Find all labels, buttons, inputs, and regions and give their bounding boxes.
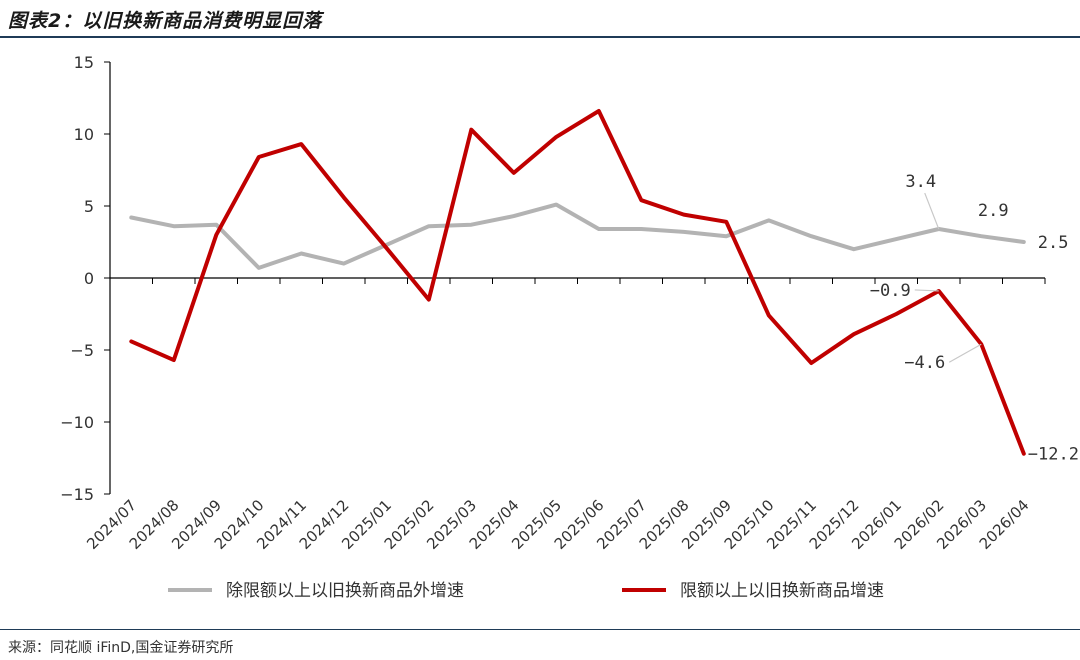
- chart-title: 图表2：以旧换新商品消费明显回落: [8, 10, 323, 32]
- y-tick-label: −5: [70, 341, 94, 360]
- data-label: −4.6: [904, 353, 945, 373]
- y-tick-label: 5: [84, 197, 94, 216]
- series-line-other-goods: [129, 202, 1026, 270]
- legend-label-other-goods: 除限额以上以旧换新商品外增速: [226, 581, 464, 601]
- legend-label-trade-in-goods: 限额以上以旧换新商品增速: [680, 581, 884, 601]
- data-label: −0.9: [870, 281, 911, 301]
- annotation-leader: [924, 192, 940, 230]
- y-tick-label: 15: [74, 53, 94, 72]
- footer-rule: [0, 629, 1080, 630]
- data-label: 2.9: [978, 201, 1009, 221]
- data-label: 3.4: [905, 172, 936, 192]
- series-line-trade-in-goods: [129, 109, 1026, 456]
- header-rule: [0, 36, 1080, 38]
- data-label: 2.5: [1038, 233, 1069, 253]
- data-label: −12.2: [1028, 445, 1079, 465]
- line-chart: 151050−5−10−152024/072024/082024/092024/…: [60, 53, 1079, 601]
- header: 图表2：以旧换新商品消费明显回落: [0, 0, 1080, 40]
- source-note: 来源：同花顺 iFinD,国金证券研究所: [8, 640, 234, 656]
- annotation-leader: [948, 343, 982, 363]
- annotation-leader: [914, 289, 939, 292]
- y-tick-label: −15: [60, 485, 94, 504]
- y-tick-label: 10: [74, 125, 94, 144]
- y-tick-label: 0: [84, 269, 94, 288]
- y-tick-label: −10: [60, 413, 94, 432]
